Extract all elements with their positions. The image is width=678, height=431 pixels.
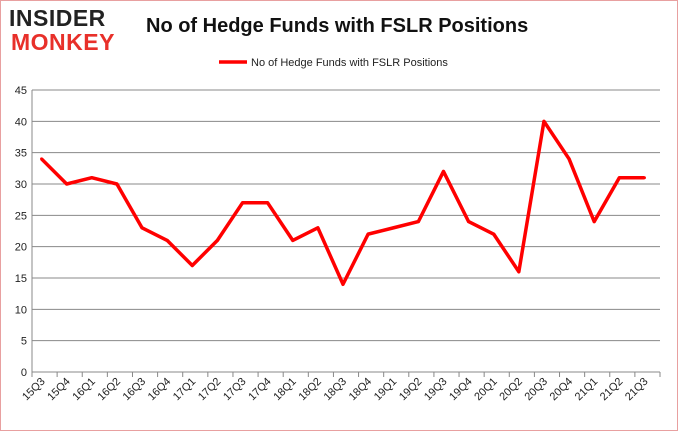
y-tick-label: 30 [15, 179, 27, 191]
x-tick-label: 21Q3 [623, 376, 651, 404]
logo-line2: MONKEY [11, 29, 115, 55]
data-point [467, 220, 471, 224]
y-tick-label: 5 [21, 336, 27, 348]
data-point [165, 238, 169, 242]
x-tick-label: 21Q2 [598, 376, 626, 404]
insider-monkey-logo: INSIDER MONKEY [9, 5, 127, 55]
x-tick-label: 16Q4 [146, 376, 174, 404]
x-tick-label: 17Q4 [246, 376, 274, 404]
x-tick-label: 16Q1 [70, 376, 98, 404]
x-tick-label: 20Q2 [497, 376, 525, 404]
y-tick-label: 35 [15, 148, 27, 160]
data-point [40, 157, 44, 161]
x-tick-label: 18Q1 [271, 376, 299, 404]
x-tick-label: 16Q2 [96, 376, 124, 404]
data-point [366, 232, 370, 236]
x-tick-label: 19Q2 [397, 376, 425, 404]
x-tick-label: 16Q3 [121, 376, 149, 404]
chart-title: No of Hedge Funds with FSLR Positions [146, 15, 529, 37]
series-line [40, 119, 645, 287]
data-point [391, 226, 395, 230]
data-point [115, 182, 119, 186]
y-tick-label: 10 [15, 304, 27, 316]
x-tick-label: 19Q1 [372, 376, 400, 404]
x-tick-label: 19Q4 [447, 376, 475, 404]
x-tick-label: 17Q3 [221, 376, 249, 404]
data-point [341, 282, 345, 286]
x-tick-label: 19Q3 [422, 376, 450, 404]
x-tick-label: 21Q1 [573, 376, 601, 404]
data-point [542, 119, 546, 123]
data-point [190, 263, 194, 267]
x-tick-label: 20Q4 [548, 376, 576, 404]
x-tick-label: 17Q1 [171, 376, 199, 404]
x-tick-label: 18Q2 [296, 376, 324, 404]
x-tick-label: 20Q3 [523, 376, 551, 404]
data-point [642, 176, 646, 180]
data-point [416, 220, 420, 224]
data-point [65, 182, 69, 186]
data-point [441, 169, 445, 173]
y-tick-label: 45 [15, 85, 27, 97]
x-tick-label: 20Q1 [472, 376, 500, 404]
logo-line1: INSIDER [9, 5, 106, 31]
x-tick-label: 17Q2 [196, 376, 224, 404]
x-tick-label: 15Q4 [45, 376, 73, 404]
legend-label: No of Hedge Funds with FSLR Positions [251, 57, 448, 69]
y-tick-label: 15 [15, 273, 27, 285]
y-tick-label: 40 [15, 116, 27, 128]
x-tick-label: 18Q4 [347, 376, 375, 404]
y-tick-label: 20 [15, 242, 27, 254]
data-point [592, 220, 596, 224]
data-point [90, 176, 94, 180]
data-point [517, 270, 521, 274]
data-point [617, 176, 621, 180]
data-point [492, 232, 496, 236]
data-point [567, 157, 571, 161]
data-point [140, 226, 144, 230]
x-tick-label: 15Q3 [20, 376, 48, 404]
data-point [241, 201, 245, 205]
data-point [215, 238, 219, 242]
x-tick-label: 18Q3 [322, 376, 350, 404]
data-point [316, 226, 320, 230]
data-point [266, 201, 270, 205]
y-tick-label: 0 [21, 367, 27, 379]
data-point [291, 238, 295, 242]
y-tick-label: 25 [15, 210, 27, 222]
